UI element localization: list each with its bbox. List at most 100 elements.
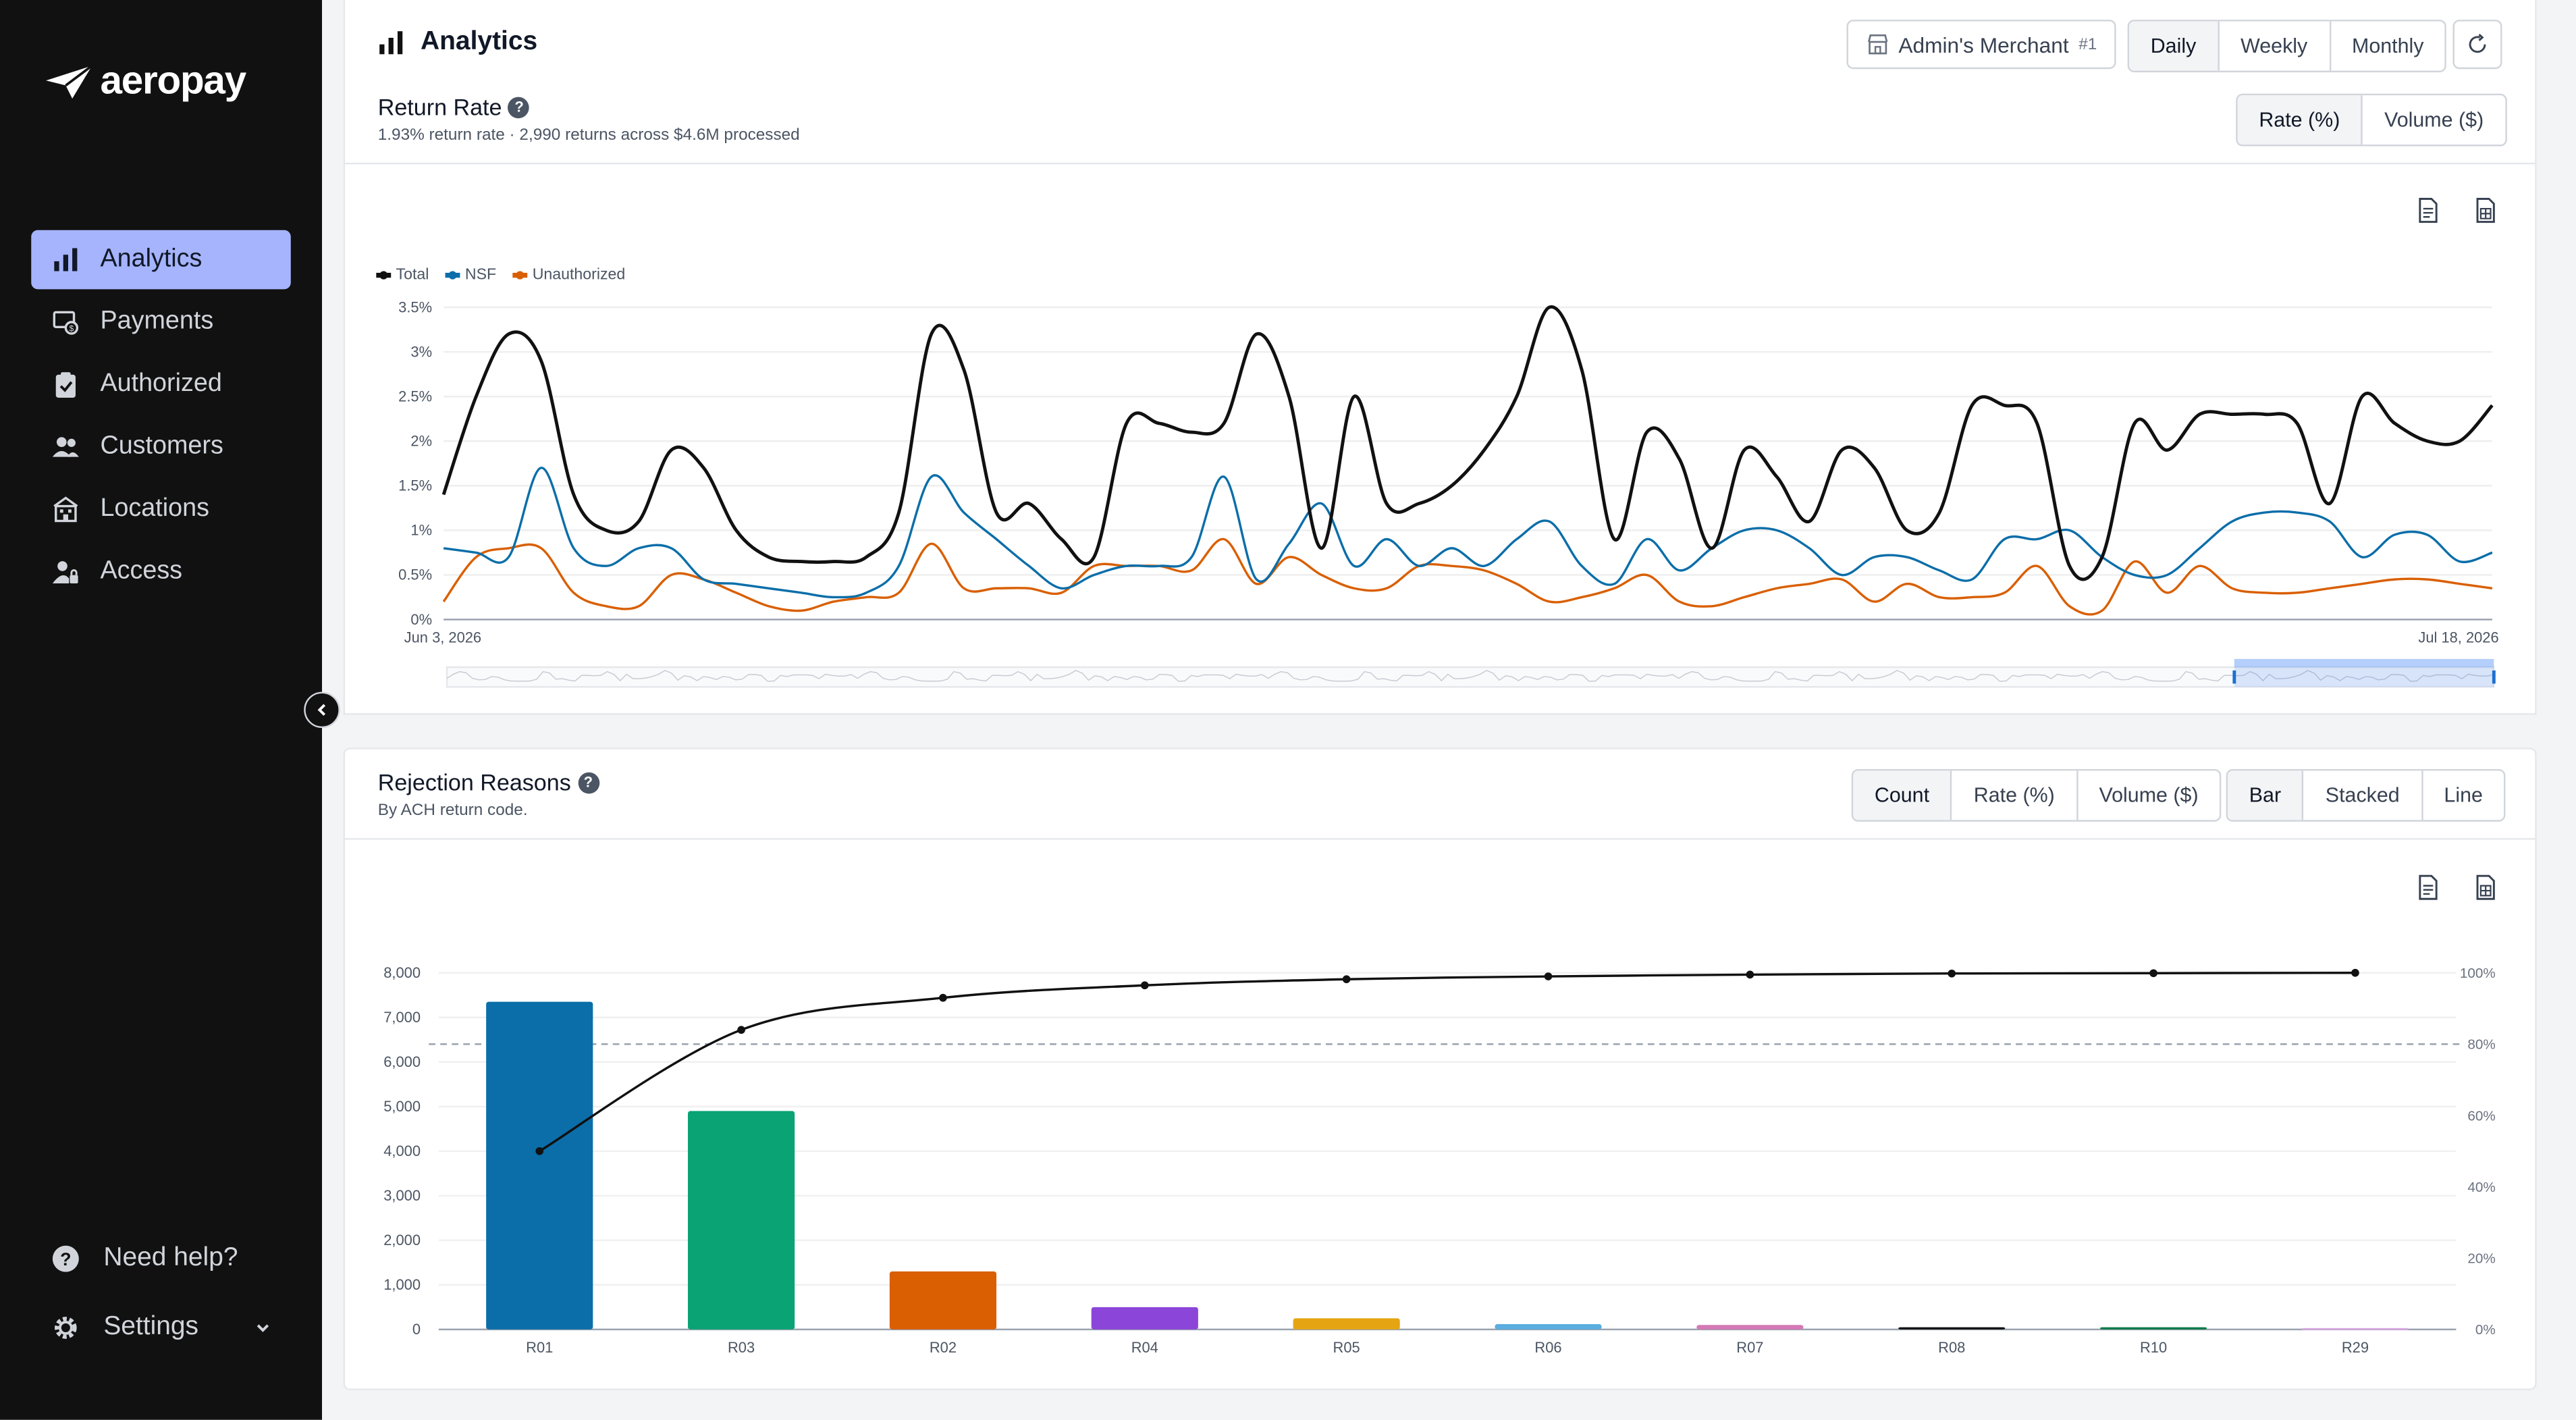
toggle-volume-dollars[interactable]: Volume ($) <box>2384 108 2484 132</box>
y-tick-label: 2% <box>410 433 432 450</box>
period-weekly[interactable]: Weekly <box>2219 21 2331 71</box>
x-tick-label-end: Jul 18, 2026 <box>2418 629 2498 646</box>
export-document-icon[interactable] <box>2415 197 2442 223</box>
page-title-text: Analytics <box>421 28 538 56</box>
settings-menu[interactable]: Settings <box>31 1298 291 1358</box>
bar-r02[interactable] <box>889 1271 997 1330</box>
help-icon[interactable]: ? <box>577 771 599 793</box>
legend-swatch <box>512 270 528 279</box>
series-line-nsf <box>443 467 2493 599</box>
help-label: Need help? <box>103 1244 238 1272</box>
x-tick-label: R05 <box>1333 1339 1360 1356</box>
y2-tick-label: 40% <box>2467 1180 2495 1195</box>
export-spreadsheet-icon[interactable] <box>2473 197 2499 223</box>
bar-r01[interactable] <box>486 1001 593 1330</box>
sidebar-item-analytics[interactable]: Analytics <box>31 230 291 290</box>
bar-r04[interactable] <box>1091 1307 1198 1330</box>
cumulative-point[interactable] <box>1140 981 1149 990</box>
paper-plane-icon <box>46 64 93 99</box>
cumulative-point[interactable] <box>2149 969 2157 978</box>
y-tick-label: 0 <box>412 1321 421 1338</box>
bar-r05[interactable] <box>1293 1318 1400 1330</box>
legend-item-unauthorized[interactable]: Unauthorized <box>512 266 625 284</box>
range-slider-bar[interactable] <box>2234 658 2494 668</box>
return-rate-title: Return Rate ? <box>378 94 530 120</box>
y2-tick-label: 20% <box>2467 1251 2495 1267</box>
sidebar-bottom: ? Need help? Settings <box>31 1229 291 1367</box>
cumulative-point[interactable] <box>1948 969 1956 978</box>
period-daily[interactable]: Daily <box>2129 21 2220 71</box>
toggle-rate-percent[interactable]: Rate (%) <box>1952 770 2078 820</box>
y-tick-label: 1.5% <box>398 477 432 494</box>
legend-label: NSF <box>464 266 497 285</box>
bar-r06[interactable] <box>1495 1323 1602 1330</box>
refresh-icon <box>2469 34 2486 53</box>
toggle-rate-percent[interactable]: Rate (%) <box>2237 95 2363 145</box>
y-tick-label: 1,000 <box>383 1276 421 1293</box>
y-tick-label: 2,000 <box>383 1232 421 1248</box>
cumulative-point[interactable] <box>1544 972 1553 980</box>
range-slider-handle-left[interactable] <box>2232 670 2236 684</box>
svg-text:$: $ <box>69 323 74 333</box>
export-spreadsheet-icon[interactable] <box>2473 874 2499 901</box>
toggle-stacked[interactable]: Stacked <box>2304 770 2423 820</box>
rejection-title-text: Rejection Reasons <box>377 768 571 795</box>
chevron-down-icon <box>257 1324 269 1332</box>
rejection-reasons-card: Rejection Reasons ? By ACH return code. … <box>343 747 2537 1390</box>
bar-r08[interactable] <box>1898 1327 2006 1330</box>
sidebar-item-payments[interactable]: $ Payments <box>31 292 291 352</box>
x-tick-label: R03 <box>728 1339 755 1356</box>
sidebar-item-label: Access <box>100 557 183 585</box>
cumulative-point[interactable] <box>1746 970 1754 979</box>
x-tick-label: R06 <box>1534 1339 1561 1356</box>
y2-tick-label: 80% <box>2467 1037 2495 1053</box>
y-tick-label: 6,000 <box>383 1053 421 1070</box>
bar-r10[interactable] <box>2099 1327 2207 1330</box>
y-tick-label: 4,000 <box>383 1142 421 1159</box>
range-slider-handle-right[interactable] <box>2492 670 2496 684</box>
toggle-volume-dollars[interactable]: Volume ($) <box>2099 783 2199 807</box>
y-tick-label: 5,000 <box>383 1098 421 1115</box>
cumulative-point[interactable] <box>737 1026 745 1034</box>
bar-r03[interactable] <box>687 1111 795 1330</box>
sidebar-item-locations[interactable]: Locations <box>31 480 291 540</box>
user-lock-icon <box>52 561 78 583</box>
logo[interactable]: aeropay <box>45 59 246 105</box>
y-tick-label: 0.5% <box>398 567 432 583</box>
help-link[interactable]: ? Need help? <box>31 1229 291 1288</box>
x-tick-label: R29 <box>2342 1339 2369 1356</box>
cumulative-point[interactable] <box>1342 975 1351 984</box>
period-monthly[interactable]: Monthly <box>2351 34 2424 58</box>
sidebar-item-label: Payments <box>100 307 214 336</box>
bar-r29[interactable] <box>2301 1327 2409 1330</box>
sidebar-item-label: Locations <box>100 494 209 523</box>
legend-swatch <box>376 270 392 279</box>
bar-chart-icon <box>54 248 78 271</box>
legend-item-nsf[interactable]: NSF <box>445 266 497 285</box>
sidebar-item-authorized[interactable]: Authorized <box>31 355 291 415</box>
x-tick-label: R01 <box>526 1339 553 1356</box>
collapse-sidebar-button[interactable] <box>304 691 340 729</box>
sidebar-item-label: Authorized <box>100 369 222 398</box>
range-slider-selection[interactable] <box>2234 658 2494 687</box>
toggle-line[interactable]: Line <box>2444 783 2483 807</box>
card-divider <box>345 162 2535 165</box>
refresh-button[interactable] <box>2452 20 2502 70</box>
return-rate-legend: Total NSF Unauthorized <box>376 266 625 284</box>
toggle-count[interactable]: Count <box>1853 770 1953 820</box>
sidebar-item-customers[interactable]: Customers <box>31 417 291 477</box>
sidebar-item-access[interactable]: Access <box>31 542 291 602</box>
sidebar: aeropay Analytics $ Payments Authorized … <box>0 0 323 1420</box>
cumulative-point[interactable] <box>2351 968 2359 977</box>
export-document-icon[interactable] <box>2415 874 2442 901</box>
merchant-selector[interactable]: Admin's Merchant #1 <box>1846 20 2116 70</box>
x-tick-label: R02 <box>930 1339 957 1356</box>
toggle-bar[interactable]: Bar <box>2228 770 2305 820</box>
legend-label: Total <box>396 266 429 285</box>
x-tick-label: R08 <box>1938 1339 1965 1356</box>
legend-item-total[interactable]: Total <box>376 266 429 284</box>
bar-r07[interactable] <box>1696 1325 1804 1330</box>
cumulative-point[interactable] <box>939 993 947 1002</box>
cumulative-point[interactable] <box>535 1147 544 1155</box>
help-icon[interactable]: ? <box>508 96 530 118</box>
